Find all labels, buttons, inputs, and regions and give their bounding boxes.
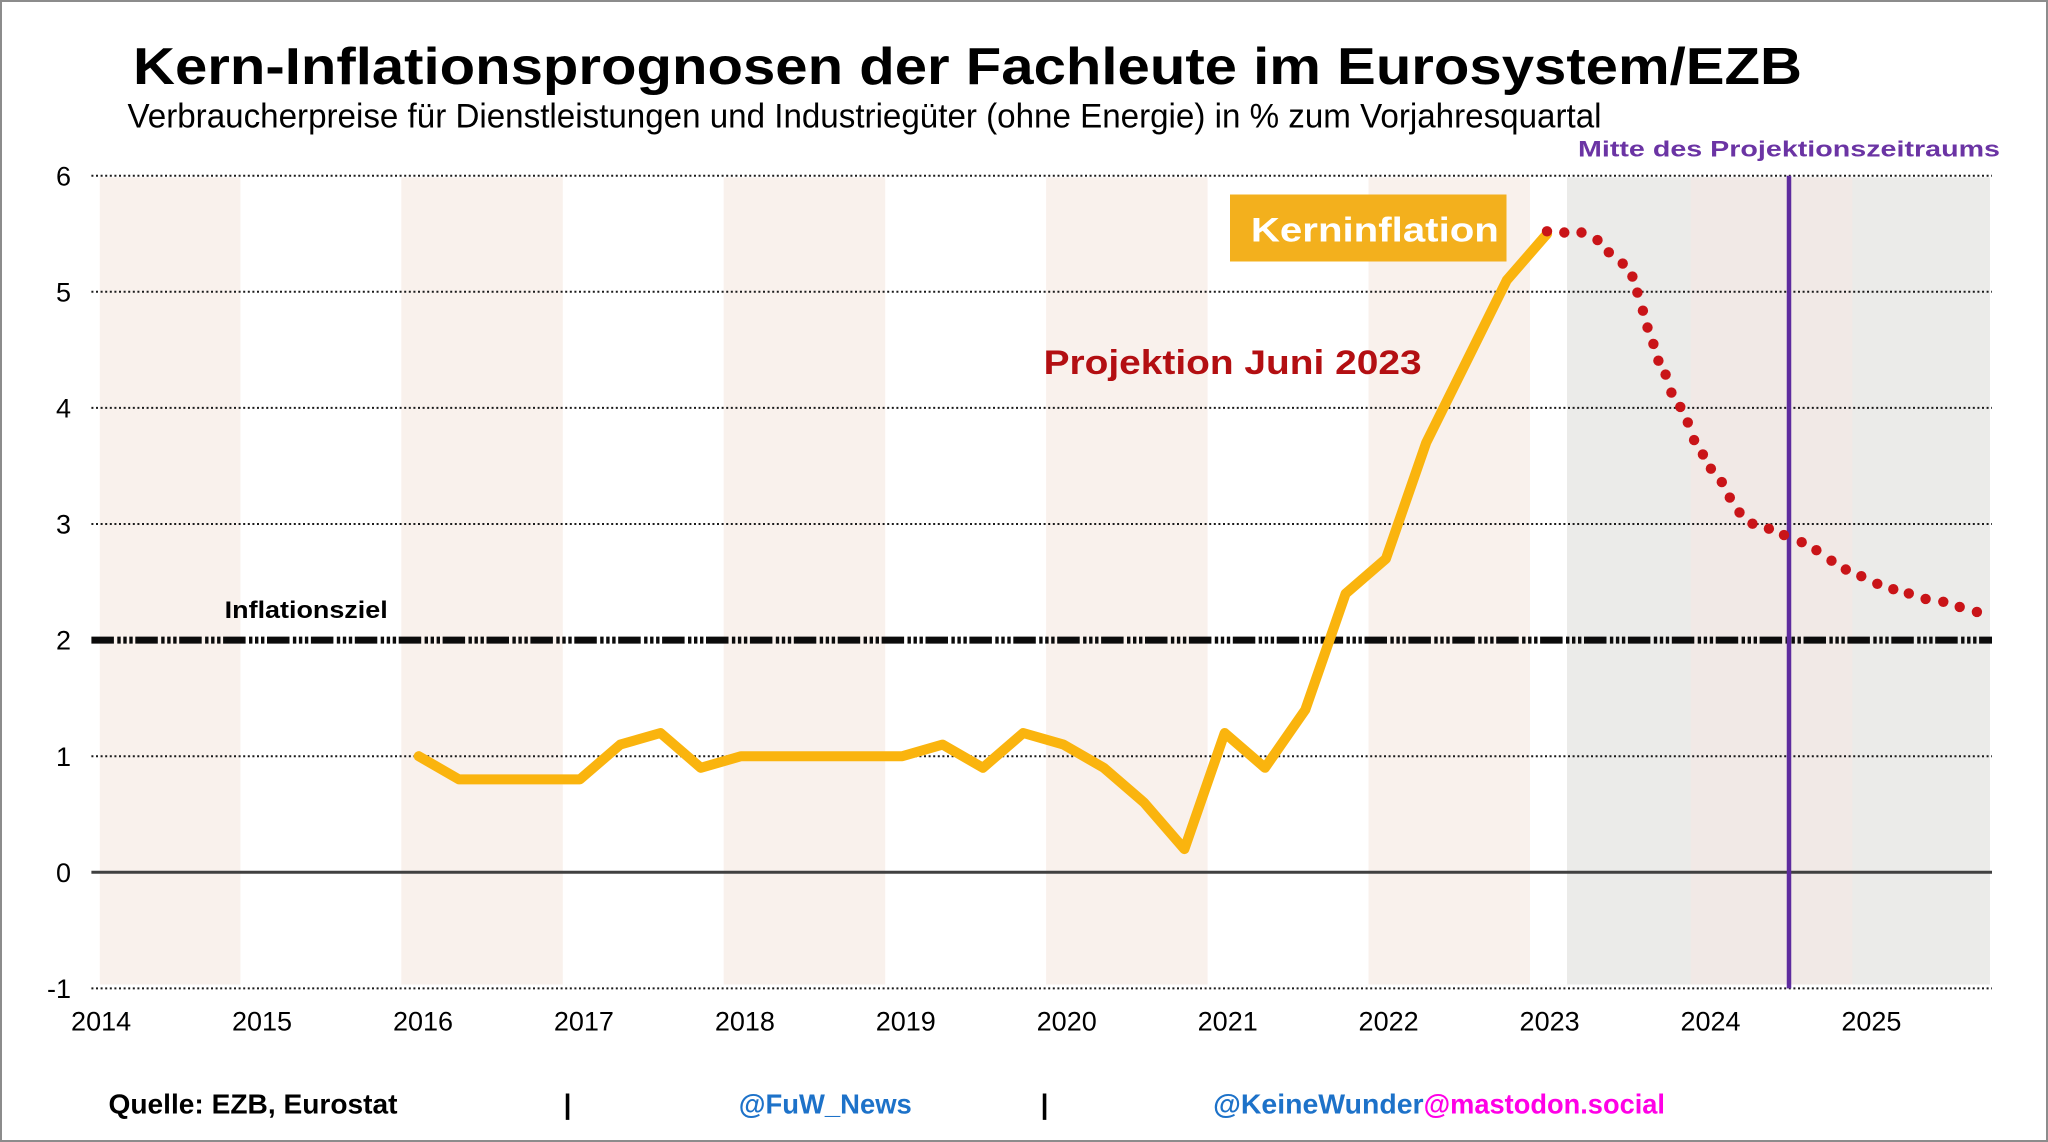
svg-text:2022: 2022 — [1359, 1006, 1419, 1036]
svg-text:2017: 2017 — [554, 1006, 614, 1036]
svg-text:Inflationsziel: Inflationsziel — [225, 597, 388, 624]
svg-text:2019: 2019 — [876, 1006, 936, 1036]
svg-text:6: 6 — [56, 161, 71, 191]
svg-text:2025: 2025 — [1841, 1006, 1901, 1036]
svg-text:Quelle: EZB, Eurostat: Quelle: EZB, Eurostat — [109, 1088, 398, 1119]
svg-text:Verbraucherpreise für Dienstle: Verbraucherpreise für Dienstleistungen u… — [128, 97, 1602, 135]
svg-text:4: 4 — [56, 394, 71, 424]
svg-text:2014: 2014 — [71, 1006, 131, 1036]
svg-text:2023: 2023 — [1520, 1006, 1580, 1036]
svg-text:@FuW_News: @FuW_News — [739, 1088, 912, 1119]
svg-text:|: | — [564, 1088, 572, 1119]
svg-text:2024: 2024 — [1680, 1006, 1740, 1036]
svg-text:0: 0 — [56, 858, 71, 888]
svg-text:3: 3 — [56, 510, 71, 540]
svg-text:Kern-Inflationsprognosen der F: Kern-Inflationsprognosen der Fachleute i… — [133, 37, 1802, 95]
svg-text:Mitte des Projektionszeitraums: Mitte des Projektionszeitraums — [1578, 137, 2000, 162]
svg-text:2015: 2015 — [232, 1006, 292, 1036]
svg-text:Kerninflation: Kerninflation — [1251, 212, 1499, 250]
svg-text:2016: 2016 — [393, 1006, 453, 1036]
svg-text:2021: 2021 — [1198, 1006, 1258, 1036]
svg-text:2018: 2018 — [715, 1006, 775, 1036]
svg-text:2020: 2020 — [1037, 1006, 1097, 1036]
svg-text:@mastodon.social: @mastodon.social — [1424, 1088, 1665, 1119]
svg-text:2: 2 — [56, 626, 71, 656]
svg-text:-1: -1 — [47, 974, 71, 1004]
svg-text:5: 5 — [56, 277, 71, 307]
svg-text:|: | — [1041, 1088, 1049, 1119]
svg-text:1: 1 — [56, 742, 71, 772]
svg-text:Projektion Juni 2023: Projektion Juni 2023 — [1044, 344, 1422, 382]
svg-text:@KeineWunder: @KeineWunder — [1213, 1088, 1423, 1119]
